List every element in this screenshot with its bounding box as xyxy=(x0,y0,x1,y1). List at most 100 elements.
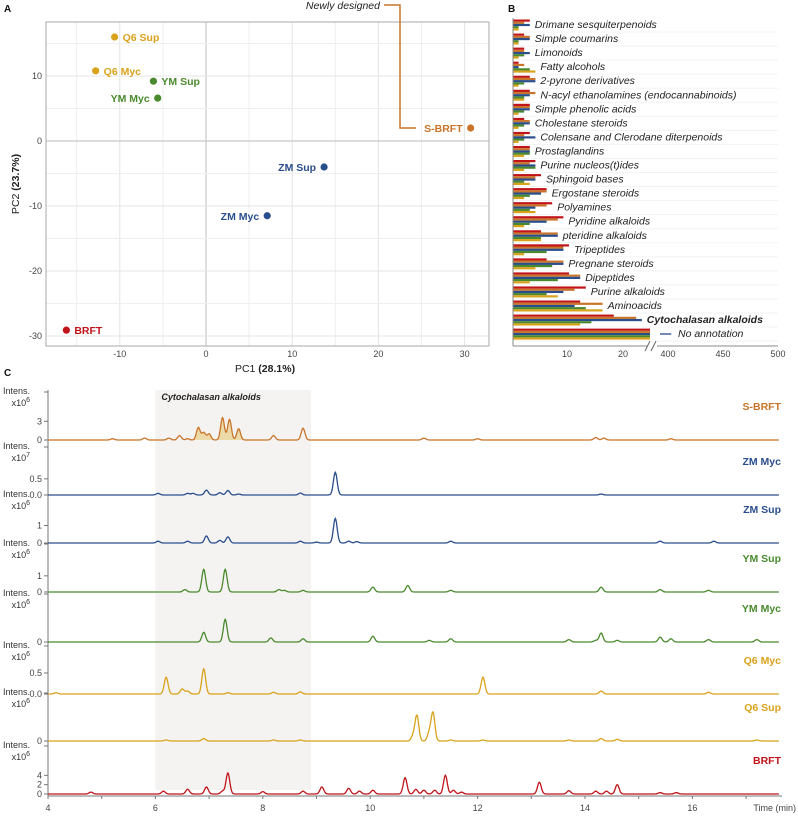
category-label: Drimane sesquiterpenoids xyxy=(535,19,658,31)
trace-label: YM Myc xyxy=(742,603,781,615)
x-tick-label: 30 xyxy=(460,349,470,359)
x-tick-label: 450 xyxy=(715,349,730,359)
bar-brft xyxy=(513,272,569,275)
exponent-power: 6 xyxy=(26,500,30,507)
bar-ym xyxy=(513,250,547,254)
trace-label: YM Sup xyxy=(743,553,782,565)
bar-ym xyxy=(513,264,553,268)
y-tick-label: 0 xyxy=(37,587,42,597)
bar-zm xyxy=(513,80,536,83)
exponent-base: x10 xyxy=(12,398,27,408)
bar-zm xyxy=(513,66,519,69)
bar-q6 xyxy=(513,126,519,129)
point-label: ZM Myc xyxy=(221,211,260,223)
trace-label: ZM Sup xyxy=(743,504,781,516)
bar-brft xyxy=(513,131,530,135)
x-tick-label: 8 xyxy=(260,803,265,813)
category-label: Fatty alcohols xyxy=(540,61,606,73)
bar-s-brft xyxy=(513,106,530,109)
bar-zm xyxy=(513,37,530,41)
category-label: Pregnane steroids xyxy=(568,258,654,270)
x-tick-label: 20 xyxy=(373,349,383,359)
bar-ym xyxy=(513,180,525,183)
bar-ym xyxy=(513,152,530,155)
bar-q6 xyxy=(513,70,536,73)
bar-s-brft xyxy=(513,35,530,38)
bar-brft xyxy=(513,75,530,78)
x-tick-label: -10 xyxy=(113,349,126,359)
bar-zm xyxy=(513,333,650,336)
bar-ym xyxy=(513,40,519,43)
bar-brft xyxy=(513,286,586,289)
trace-q6-sup xyxy=(48,710,779,742)
y-tick-label: 2 xyxy=(37,780,42,790)
y-tick-label: -20 xyxy=(29,266,42,276)
pc2-label: PC2 xyxy=(10,193,22,214)
data-point xyxy=(62,326,70,334)
category-label: Limonoids xyxy=(535,47,584,59)
bar-brft xyxy=(513,19,530,22)
bar-ym xyxy=(513,138,525,141)
pc2-axis-title: PC2 (23.7%) xyxy=(10,154,22,214)
point-label: S-BRFT xyxy=(424,123,463,135)
x-tick-label: 6 xyxy=(153,803,158,813)
bar-zm xyxy=(513,276,581,279)
trace-ym-myc xyxy=(48,618,779,643)
bar-s-brft xyxy=(513,77,536,81)
x-tick-label: 20 xyxy=(618,349,628,359)
intens-label: Intens. xyxy=(3,441,30,451)
bar-brft xyxy=(513,117,525,121)
bar-zm xyxy=(513,290,564,294)
bar-ym xyxy=(513,110,525,113)
intens-label: Intens. xyxy=(3,538,30,548)
bar-q6 xyxy=(513,98,525,101)
bar-s-brft xyxy=(513,134,525,137)
bar-zm xyxy=(513,192,541,195)
x-tick-label: 4 xyxy=(45,803,50,813)
x-tick-label: 14 xyxy=(580,803,590,813)
x-axis-title: Time (min) xyxy=(753,803,796,813)
bar-brft xyxy=(513,230,541,233)
bar-zm xyxy=(513,262,564,265)
exponent-base: x10 xyxy=(12,652,27,662)
bar-q6 xyxy=(513,140,519,143)
trace-s-brft xyxy=(48,416,779,441)
bar-zm xyxy=(513,234,558,237)
panel-label-a: A xyxy=(4,4,11,15)
point-label: Q6 Myc xyxy=(104,66,142,78)
exponent-power: 6 xyxy=(26,698,30,705)
category-label: No annotation xyxy=(678,328,744,340)
data-point xyxy=(263,212,271,220)
bar-brft xyxy=(513,188,547,191)
bar-q6 xyxy=(513,196,525,200)
bar-brft xyxy=(513,47,525,50)
y-tick-label: 1 xyxy=(37,521,42,531)
intens-label: Intens. xyxy=(3,588,30,598)
bar-zm xyxy=(513,122,530,125)
trace-label: Q6 Myc xyxy=(744,655,782,667)
category-label: Colensane and Clerodane diterpenoids xyxy=(540,131,723,143)
bar-zm xyxy=(513,108,530,111)
bar-s-brft xyxy=(513,91,536,95)
bar-q6 xyxy=(513,281,530,284)
bar-s-brft xyxy=(513,274,581,277)
x-tick-label: 16 xyxy=(687,803,697,813)
bar-brft xyxy=(513,244,569,247)
category-label: N-acyl ethanolamines (endocannabinoids) xyxy=(540,89,736,101)
bar-q6 xyxy=(513,225,525,228)
category-label: pteridine alkaloids xyxy=(562,230,648,242)
exponent-label: x107 xyxy=(12,452,31,463)
exponent-label: x106 xyxy=(12,549,31,560)
bar-ym xyxy=(513,166,536,169)
bar-s-brft xyxy=(513,49,525,52)
exponent-label: x106 xyxy=(12,651,31,662)
data-point xyxy=(320,163,328,171)
category-label: Pyridine alkaloids xyxy=(568,216,650,228)
bar-brft xyxy=(513,258,547,261)
bar-s-brft xyxy=(513,232,558,235)
exponent-label: x106 xyxy=(12,599,31,610)
y-tick-label: 10 xyxy=(32,71,42,81)
category-label: Ergostane steroids xyxy=(552,188,640,200)
bar-ym xyxy=(513,321,592,324)
bar-zm xyxy=(513,52,530,55)
